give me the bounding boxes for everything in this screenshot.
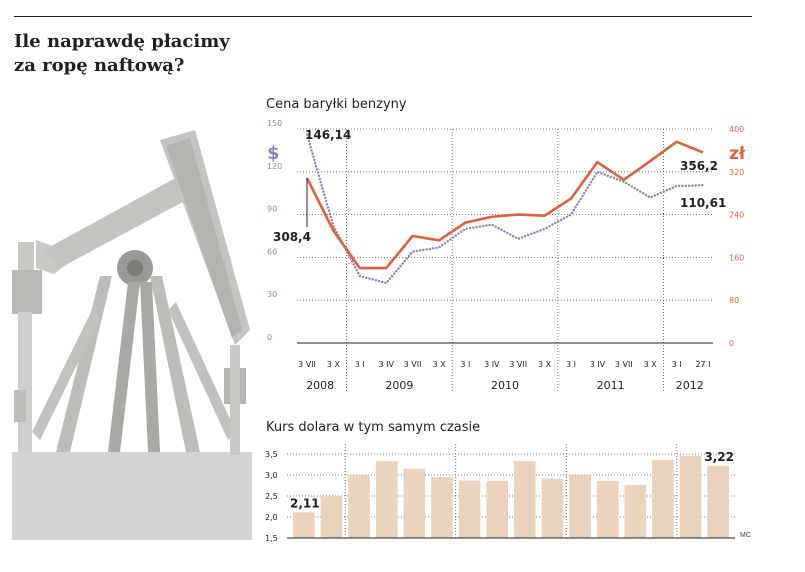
left-tick-label: 60 [267,247,277,256]
x-tick-label: 3 I [672,360,682,369]
x-tick-label: 3 X [432,360,446,369]
x-tick-label: 3 X [327,360,341,369]
oil-pump-illustration [0,120,262,540]
top-rule [14,16,752,17]
bar-y-tick-label: 2,0 [265,513,278,522]
right-tick-label: 320 [729,168,744,177]
line-chart-title: Cena baryłki benzyny [266,97,407,112]
usd-rate-bar [404,469,426,538]
x-tick-label: 3 VII [615,360,633,369]
pump-base [12,452,252,540]
bar-y-tick-label: 3,0 [265,471,278,480]
usd-rate-bar [321,496,343,538]
right-tick-label: 240 [729,211,744,220]
bar-y-tick-label: 1,5 [265,534,278,543]
x-tick-label: 3 IV [378,360,394,369]
bar-last-label: 3,22 [704,450,734,464]
x-tick-label: 3 I [355,360,365,369]
left-tick-label: 30 [267,290,277,299]
pump-gear-hub [127,260,143,276]
year-label: 2010 [491,379,519,392]
usd-rate-bar [597,481,619,538]
x-tick-label: 3 IV [590,360,606,369]
usd-rate-bar-chart: 3,5 3,0 2,5 2,0 1,5 2,11 3,22 [255,440,775,550]
pump-rod-left-lower [18,312,32,452]
credit: MC [740,532,751,539]
right-tick-label: 160 [729,253,744,262]
x-tick-label: 27 I [695,360,710,369]
page-title: Ile naprawdę płacimy za ropę naftową? [14,30,230,78]
usd-rate-bar [514,461,536,538]
right-tick-label: 0 [729,339,734,348]
left-tick-label: 90 [267,205,277,214]
pump-counterweight-small [14,390,26,422]
x-tick-label: 3 I [460,360,470,369]
x-tick-label: 3 X [538,360,552,369]
usd-end-label: 110,61 [680,196,726,210]
usd-rate-bar [293,512,315,538]
usd-rate-bar [348,475,370,538]
x-tick-label: 3 VII [509,360,527,369]
pln-end-label: 356,2 [680,159,718,173]
year-label: 2009 [385,379,413,392]
usd-rate-bar [652,460,674,538]
bar-y-tick-label: 2,5 [265,492,278,501]
year-label: 2011 [597,379,625,392]
x-tick-label: 3 VII [298,360,316,369]
bar-y-tick-label: 3,5 [265,450,278,459]
pln-unit-label: zł [729,144,746,164]
pump-rod-left [18,242,34,272]
title-line-1: Ile naprawdę płacimy [14,30,230,54]
x-tick-label: 3 I [566,360,576,369]
right-tick-label: 80 [729,296,739,305]
right-tick-label: 400 [729,125,744,134]
x-tick-label: 3 IV [484,360,500,369]
usd-rate-bar [625,485,647,538]
bar-first-label: 2,11 [290,496,320,510]
pump-post [230,345,240,455]
left-tick-label: 150 [267,119,282,128]
series-line-pln [307,142,703,268]
usd-rate-bar [569,475,591,538]
x-tick-label: 3 X [644,360,658,369]
year-label: 2008 [306,379,334,392]
usd-rate-bar [707,466,729,538]
usd-rate-bar [542,479,564,538]
pump-leg-1 [56,276,112,452]
pump-leg-3 [108,282,140,452]
left-tick-label: 0 [267,333,272,342]
pump-rod-left-block [12,270,42,314]
title-line-2: za ropę naftową? [14,54,230,78]
year-label: 2012 [676,379,704,392]
usd-start-label: 146,14 [305,128,351,142]
pln-start-label: 308,4 [273,230,311,244]
usd-rate-bar [431,477,453,538]
bar-chart-title: Kurs dolara w tym samym czasie [266,420,480,435]
x-tick-label: 3 VII [404,360,422,369]
usd-rate-bar [680,456,702,538]
usd-unit-label: $ [267,143,280,164]
usd-rate-bar [376,461,398,538]
usd-rate-bar [486,481,508,538]
usd-rate-bar [459,480,481,538]
series-line-usd [307,135,703,284]
